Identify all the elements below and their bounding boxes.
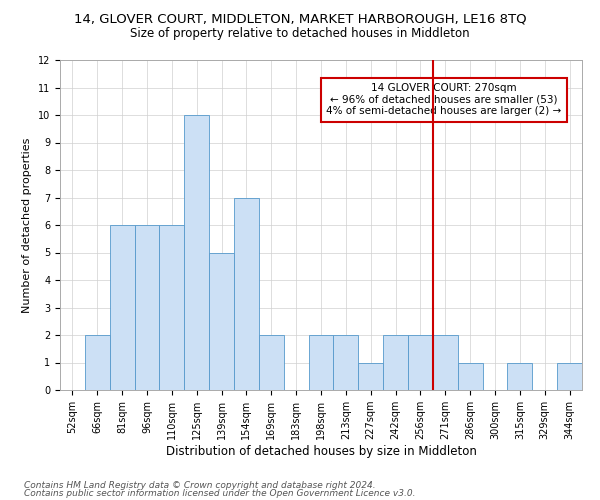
Text: Contains public sector information licensed under the Open Government Licence v3: Contains public sector information licen…	[24, 488, 415, 498]
Bar	[508, 362, 532, 390]
Bar	[85, 335, 110, 390]
Bar	[557, 362, 582, 390]
Bar	[308, 335, 334, 390]
Bar	[433, 335, 458, 390]
Bar	[358, 362, 383, 390]
Bar	[383, 335, 408, 390]
X-axis label: Distribution of detached houses by size in Middleton: Distribution of detached houses by size …	[166, 445, 476, 458]
Bar	[184, 115, 209, 390]
Bar	[259, 335, 284, 390]
Text: 14 GLOVER COURT: 270sqm
← 96% of detached houses are smaller (53)
4% of semi-det: 14 GLOVER COURT: 270sqm ← 96% of detache…	[326, 83, 561, 116]
Bar	[408, 335, 433, 390]
Bar	[134, 225, 160, 390]
Text: Contains HM Land Registry data © Crown copyright and database right 2024.: Contains HM Land Registry data © Crown c…	[24, 481, 376, 490]
Bar	[110, 225, 134, 390]
Y-axis label: Number of detached properties: Number of detached properties	[22, 138, 32, 312]
Bar	[458, 362, 482, 390]
Bar	[209, 252, 234, 390]
Text: Size of property relative to detached houses in Middleton: Size of property relative to detached ho…	[130, 28, 470, 40]
Bar	[234, 198, 259, 390]
Bar	[160, 225, 184, 390]
Text: 14, GLOVER COURT, MIDDLETON, MARKET HARBOROUGH, LE16 8TQ: 14, GLOVER COURT, MIDDLETON, MARKET HARB…	[74, 12, 526, 26]
Bar	[334, 335, 358, 390]
